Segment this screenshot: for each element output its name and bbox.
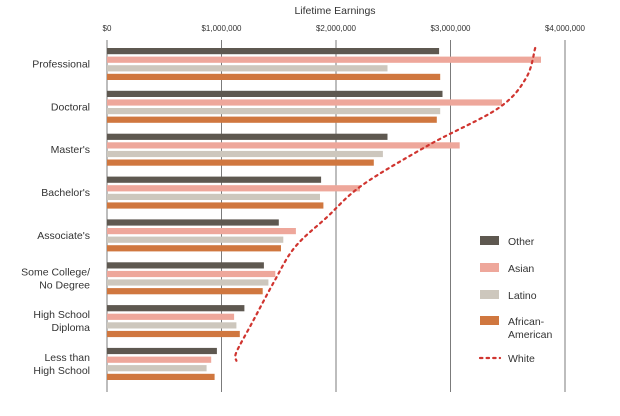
bar [107, 202, 324, 209]
x-tick-label: $2,000,000 [316, 24, 357, 33]
bar [107, 288, 263, 295]
white-series-line [234, 46, 537, 362]
legend-label: Latino [508, 290, 537, 302]
legend-swatch [480, 236, 499, 245]
bar [107, 73, 441, 80]
bar [107, 313, 235, 320]
category-labels: Professional Doctoral Master's Bachelor's As… [21, 59, 90, 377]
bar [107, 65, 388, 72]
category-label: Less than High School [33, 352, 90, 377]
bar [107, 279, 269, 286]
bar [107, 193, 320, 200]
bar [107, 262, 264, 269]
bar [107, 108, 441, 115]
legend-swatch [480, 290, 499, 299]
category-label: High School Diploma [33, 309, 90, 334]
bar [107, 347, 217, 355]
bar [107, 365, 207, 372]
bar [107, 373, 215, 380]
bar [107, 236, 284, 243]
legend-swatch [480, 263, 499, 272]
legend-label: White [508, 353, 535, 365]
category-label: Associate's [37, 230, 90, 242]
legend-label: Other [508, 236, 535, 248]
legend-label: African-American [508, 316, 553, 341]
bar [107, 228, 296, 235]
bar [107, 99, 502, 106]
bar [107, 305, 245, 312]
bar [107, 245, 281, 252]
bar [107, 48, 440, 55]
bar [107, 356, 212, 363]
bar [107, 270, 276, 278]
bar [107, 219, 279, 226]
category-label: Bachelor's [41, 187, 90, 199]
x-tick-label: $4,000,000 [545, 24, 586, 33]
category-label: Professional [32, 59, 90, 71]
bar [107, 150, 383, 158]
category-label: Master's [51, 144, 90, 156]
chart-title: Lifetime Earnings [294, 5, 375, 17]
bars [107, 48, 541, 380]
legend: Other Asian Latino African-American White [478, 236, 553, 365]
legend-label: Asian [508, 263, 534, 275]
category-label: Doctoral [51, 101, 90, 113]
bar [107, 56, 541, 63]
category-label: Some College/No Degree [21, 266, 90, 291]
x-tick-label: $3,000,000 [430, 24, 471, 33]
x-tick-labels: $0 $1,000,000 $2,000,000 $3,000,000 $4,000,0… [103, 24, 586, 33]
bar [107, 176, 322, 183]
bar [107, 133, 388, 140]
bar [107, 90, 443, 97]
bar [107, 330, 240, 338]
bar [107, 142, 460, 149]
x-tick-label: $1,000,000 [201, 24, 242, 33]
bar [107, 116, 437, 123]
bar [107, 185, 360, 192]
bar [107, 322, 237, 329]
x-tick-label: $0 [103, 24, 112, 33]
bar [107, 159, 374, 166]
legend-swatch [480, 316, 499, 325]
white-trend-line [234, 46, 537, 362]
